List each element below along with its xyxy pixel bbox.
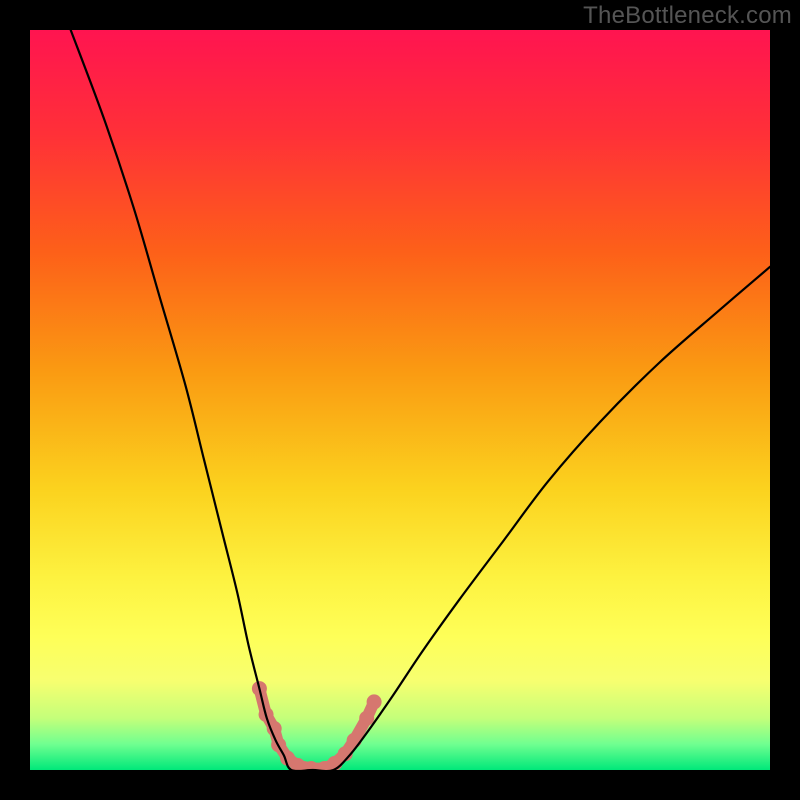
bottleneck-curve-chart [0, 0, 800, 800]
chart-stage: TheBottleneck.com [0, 0, 800, 800]
